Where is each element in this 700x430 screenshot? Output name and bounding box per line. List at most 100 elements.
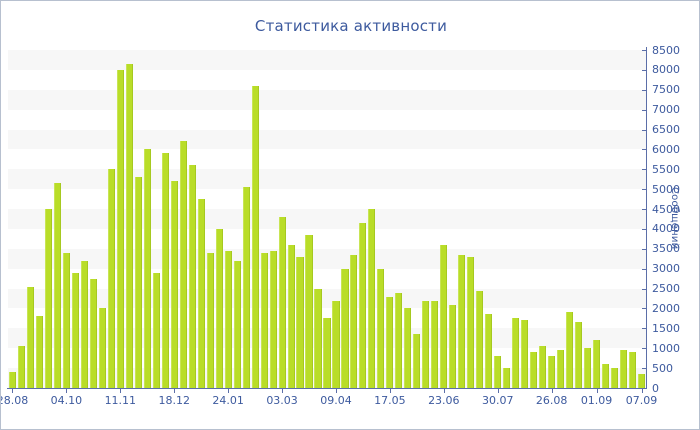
bar[interactable]	[503, 368, 511, 388]
bar[interactable]	[584, 348, 592, 388]
bar[interactable]	[619, 350, 628, 388]
bar[interactable]	[71, 272, 79, 388]
x-tick	[641, 389, 643, 393]
y-axis-title: Сообщений	[669, 187, 680, 250]
x-tick-label: 01.09	[580, 394, 613, 407]
bar[interactable]	[323, 318, 331, 388]
bar[interactable]	[413, 334, 421, 388]
y-tick	[642, 169, 647, 171]
bar[interactable]	[161, 153, 169, 388]
bar[interactable]	[188, 165, 196, 388]
bar[interactable]	[125, 63, 133, 388]
bar[interactable]	[251, 85, 259, 388]
grid-band	[8, 89, 646, 110]
bar[interactable]	[242, 187, 250, 388]
bar[interactable]	[62, 252, 70, 388]
bar[interactable]	[386, 296, 394, 388]
bar[interactable]	[287, 244, 295, 388]
y-tick	[642, 328, 647, 330]
bar[interactable]	[197, 199, 205, 388]
y-tick-label: 5500	[652, 162, 680, 176]
bar[interactable]	[395, 292, 403, 388]
bar[interactable]	[557, 350, 565, 388]
x-tick-label: 26.08	[535, 394, 568, 407]
y-tick-label: 500	[652, 361, 673, 375]
bar[interactable]	[215, 228, 223, 388]
bar[interactable]	[44, 209, 52, 388]
bar[interactable]	[566, 312, 574, 388]
bar[interactable]	[422, 300, 430, 388]
bar[interactable]	[35, 316, 43, 388]
bar[interactable]	[89, 278, 97, 388]
bar[interactable]	[602, 364, 610, 388]
x-tick	[596, 389, 598, 393]
bar[interactable]	[530, 352, 538, 388]
bar[interactable]	[170, 181, 178, 388]
bar[interactable]	[107, 169, 115, 388]
bar[interactable]	[260, 252, 268, 388]
bar[interactable]	[152, 272, 160, 388]
x-tick-label: 30.07	[481, 394, 514, 407]
bar[interactable]	[206, 252, 214, 388]
bar[interactable]	[512, 318, 520, 388]
bar[interactable]	[314, 288, 322, 388]
y-tick	[642, 129, 647, 131]
y-tick	[642, 189, 647, 191]
bar[interactable]	[467, 256, 475, 388]
bar[interactable]	[593, 340, 601, 388]
bar[interactable]	[377, 268, 385, 388]
bar[interactable]	[53, 183, 61, 388]
bar[interactable]	[404, 308, 412, 388]
bar[interactable]	[359, 222, 367, 388]
y-tick-label: 7000	[652, 103, 680, 117]
bar[interactable]	[350, 254, 358, 388]
bar[interactable]	[368, 209, 376, 388]
bar[interactable]	[539, 346, 547, 388]
bar[interactable]	[341, 268, 349, 388]
y-tick	[642, 50, 647, 51]
y-axis-line	[646, 47, 647, 389]
bar[interactable]	[233, 260, 241, 388]
bar[interactable]	[296, 256, 304, 388]
bar[interactable]	[575, 322, 583, 388]
bar[interactable]	[134, 177, 142, 388]
bar[interactable]	[224, 250, 232, 388]
y-tick	[642, 149, 647, 151]
bar[interactable]	[179, 141, 187, 388]
bar[interactable]	[8, 372, 17, 388]
bar[interactable]	[116, 69, 124, 388]
bar[interactable]	[494, 356, 502, 388]
bar[interactable]	[521, 320, 529, 388]
bar[interactable]	[305, 234, 313, 388]
y-tick-label: 6000	[652, 142, 680, 156]
x-tick	[443, 389, 445, 393]
bar[interactable]	[332, 300, 340, 388]
bar[interactable]	[26, 286, 34, 388]
bar[interactable]	[440, 244, 448, 388]
bar[interactable]	[611, 368, 619, 388]
y-tick	[642, 388, 647, 389]
bar[interactable]	[17, 346, 25, 388]
y-tick	[642, 308, 647, 310]
bar[interactable]	[458, 254, 466, 388]
y-tick	[642, 348, 647, 350]
x-tick	[228, 389, 230, 393]
bar[interactable]	[548, 356, 556, 388]
bar[interactable]	[476, 290, 484, 388]
y-tick-label: 4000	[652, 222, 680, 236]
bar[interactable]	[80, 260, 88, 388]
bar[interactable]	[98, 308, 106, 388]
bar[interactable]	[278, 217, 286, 388]
bar[interactable]	[628, 352, 637, 388]
bar[interactable]	[637, 374, 646, 388]
bar[interactable]	[431, 300, 439, 388]
y-tick	[642, 109, 647, 111]
bar[interactable]	[485, 314, 493, 388]
bar[interactable]	[143, 149, 151, 388]
y-tick-label: 8000	[652, 63, 680, 77]
page-title: Статистика активности	[254, 17, 448, 35]
x-tick	[174, 389, 176, 393]
bar[interactable]	[449, 304, 457, 388]
x-tick	[282, 389, 284, 393]
bar[interactable]	[269, 250, 277, 388]
